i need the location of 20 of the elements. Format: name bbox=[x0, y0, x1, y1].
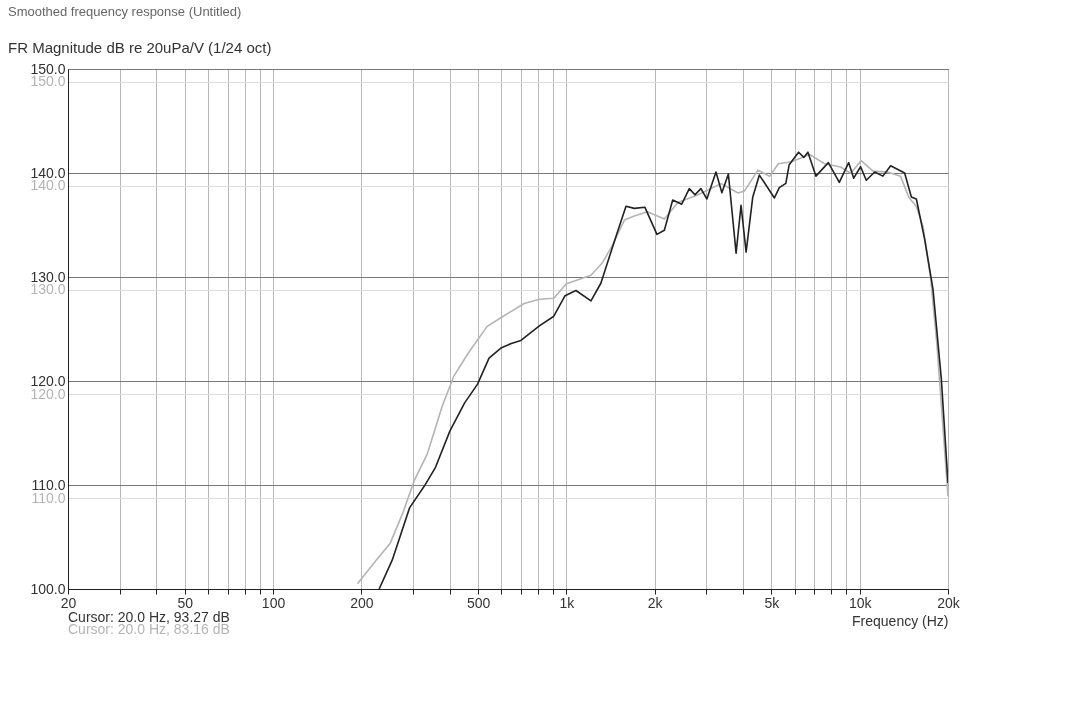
text: Cursor: 20.0 Hz, 93.27 dB bbox=[68, 609, 230, 625]
x-tick-label: 50 bbox=[177, 594, 194, 611]
x-tick-label: 100 bbox=[261, 594, 286, 611]
x-tick-label: 1k bbox=[559, 594, 576, 611]
chart-subtitle: FR Magnitude dB re 20uPa/V (1/24 oct) bbox=[8, 39, 272, 56]
y-tick-label: 130.0 bbox=[30, 268, 66, 285]
x-tick-label: 500 bbox=[466, 594, 491, 611]
x-tick-label: 10k bbox=[848, 594, 873, 611]
y-tick-label: 100.0 bbox=[30, 580, 66, 597]
x-tick-label: 20 bbox=[60, 594, 77, 611]
y-tick-label: 110.0 bbox=[31, 476, 66, 493]
x-axis-title: Frequency (Hz) bbox=[852, 612, 949, 629]
x-tick-label: 200 bbox=[350, 594, 374, 611]
x-tick-label: 2k bbox=[647, 594, 664, 611]
x-tick-label: 20k bbox=[937, 594, 961, 611]
y-tick-label: 140.0 bbox=[30, 164, 66, 181]
chart-title: Smoothed frequency response (Untitled) bbox=[8, 4, 242, 19]
y-tick-label: 120.0 bbox=[30, 372, 66, 389]
y-tick-label: 150.0 bbox=[30, 60, 66, 77]
x-tick-label: 5k bbox=[764, 594, 781, 611]
